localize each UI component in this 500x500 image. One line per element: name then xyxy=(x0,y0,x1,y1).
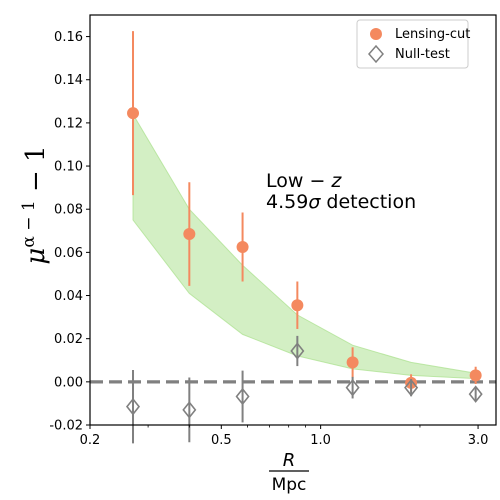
axes-layer: -0.02 0.00 0.02 0.04 0.06 0.08 0.10 0.12 0.14 0.1… xyxy=(49,14,497,448)
null-test-point xyxy=(345,378,360,397)
y-axis-label: μα − 1 − 1 xyxy=(19,145,51,264)
x-tick-label: 0.2 xyxy=(80,433,101,448)
y-tick-label: 0.08 xyxy=(54,203,83,218)
null-test-point xyxy=(235,387,250,406)
y-tick-label: 0.06 xyxy=(54,246,83,261)
legend-label-null-test: Null-test xyxy=(395,47,450,62)
lensing-cut-point xyxy=(236,240,249,253)
null-test-point xyxy=(182,401,197,419)
y-tick-label: 0.14 xyxy=(54,73,83,88)
lensing-cut-point xyxy=(127,107,140,120)
y-tick-label: 0.12 xyxy=(54,116,83,131)
y-tick-label: 0.02 xyxy=(54,332,83,347)
y-tick-label: 0.16 xyxy=(54,30,83,45)
x-axis-label: R Mpc xyxy=(269,450,309,495)
null-test-point xyxy=(125,397,141,416)
lensing-cut-point xyxy=(291,299,304,312)
legend-frame xyxy=(356,19,469,69)
x-tick-label: 0.5 xyxy=(211,433,232,448)
plot-frame xyxy=(89,14,497,426)
legend-marker-lensing-cut xyxy=(370,28,382,40)
y-tick-label: 0.00 xyxy=(54,375,83,390)
legend-marker-null-test xyxy=(368,44,384,64)
annotation-line2: 4.59σ detection xyxy=(266,191,416,213)
x-tick-label: 1.0 xyxy=(310,433,331,448)
legend-label-lensing-cut: Lensing-cut xyxy=(395,27,470,42)
null-test-point xyxy=(290,342,305,360)
y-tick-label: -0.02 xyxy=(49,419,83,434)
x-tick-label: 3.0 xyxy=(468,433,489,448)
y-tick-label: 0.04 xyxy=(54,289,83,304)
lensing-cut-point xyxy=(469,369,482,382)
y-tick-label: 0.10 xyxy=(54,160,83,175)
null-test-point xyxy=(468,385,483,403)
series-layer xyxy=(125,31,483,444)
model-band xyxy=(132,112,477,380)
legend: Lensing-cut Null-test xyxy=(356,19,470,69)
annotation-line1: Low − z xyxy=(266,170,342,192)
x-axis-label-denominator: Mpc xyxy=(272,475,307,495)
null-test-point xyxy=(404,378,419,397)
model-band-layer xyxy=(132,112,477,380)
x-axis-label-numerator: R xyxy=(283,450,296,471)
lensing-cut-point xyxy=(346,356,359,369)
lensing-cut-point xyxy=(183,228,196,241)
